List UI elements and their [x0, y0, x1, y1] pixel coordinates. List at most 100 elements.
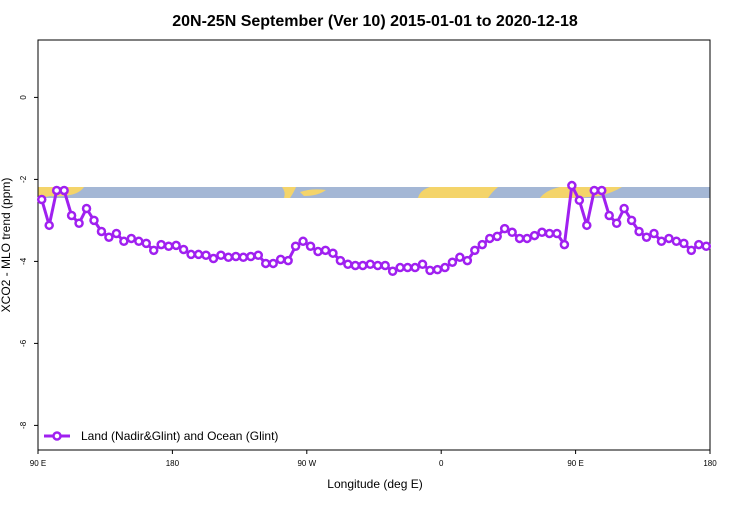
data-point [447, 257, 458, 267]
data-point [216, 250, 226, 260]
y-tick-label: -2 [19, 175, 28, 183]
x-tick-label: 180 [166, 459, 180, 468]
data-point [186, 249, 196, 260]
data-point [686, 245, 697, 256]
data-point [679, 238, 689, 249]
data-point [537, 227, 547, 238]
data-point [582, 220, 592, 231]
data-point [417, 259, 428, 270]
data-point [119, 236, 129, 247]
y-tick-label: -6 [19, 339, 28, 347]
series-line [40, 180, 707, 273]
data-point [201, 250, 211, 260]
data-point [544, 228, 555, 239]
data-point [290, 241, 301, 251]
data-point [634, 226, 644, 237]
data-point [81, 203, 92, 214]
data-point [395, 262, 405, 273]
data-point [260, 258, 271, 269]
land-ocean-strip [38, 187, 710, 198]
data-point [522, 233, 532, 244]
x-axis-label: Longitude (deg E) [327, 477, 422, 491]
data-point [410, 262, 420, 273]
y-tick-label: 0 [19, 95, 28, 100]
y-tick-label: -4 [19, 257, 28, 265]
data-point [268, 258, 278, 269]
data-point [380, 260, 390, 271]
data-point [664, 233, 674, 244]
data-point [649, 228, 659, 239]
data-point [283, 255, 293, 266]
x-tick-label: 0 [439, 459, 444, 468]
data-point [402, 262, 413, 273]
data-point [193, 249, 204, 260]
data-point [694, 239, 704, 250]
data-point [111, 228, 122, 239]
data-point [514, 233, 525, 244]
data-point [66, 210, 77, 221]
x-tick-label: 90 W [297, 459, 316, 468]
data-point [559, 239, 570, 250]
data-point [238, 252, 249, 263]
data-point [148, 245, 159, 256]
data-point [529, 230, 540, 241]
data-point [477, 239, 488, 250]
data-point [335, 255, 346, 266]
data-point [313, 246, 323, 257]
data-point [507, 227, 517, 238]
y-tick-label: -8 [19, 421, 28, 429]
data-point [163, 241, 174, 251]
data-point [492, 231, 502, 242]
data-point [440, 262, 450, 273]
data-point [298, 236, 308, 247]
data-point [253, 250, 264, 260]
data-point [671, 236, 682, 247]
data-point [134, 236, 144, 247]
data-point [231, 251, 241, 262]
x-tick-label: 90 E [30, 459, 46, 468]
y-axis-label: XCO2 - MLO trend (ppm) [0, 178, 13, 313]
data-point [89, 215, 99, 226]
data-point [596, 185, 607, 196]
data-point [51, 185, 62, 196]
data-point [275, 254, 286, 265]
x-tick-label: 180 [703, 459, 717, 468]
data-point [343, 259, 353, 270]
data-point [626, 215, 637, 226]
data-point [619, 203, 629, 214]
data-point [126, 233, 137, 244]
data-point [462, 255, 473, 266]
data-point [178, 244, 189, 255]
data-point [574, 195, 585, 206]
data-point [387, 266, 398, 276]
data-point [36, 194, 47, 205]
data-point [552, 228, 562, 239]
data-point [305, 241, 316, 251]
data-point [141, 238, 152, 249]
data-point [44, 220, 54, 231]
chart-title: 20N-25N September (Ver 10) 2015-01-01 to… [172, 13, 578, 30]
data-point [59, 185, 69, 196]
data-point [611, 218, 622, 229]
data-point [641, 232, 652, 242]
data-point [372, 260, 383, 271]
data-point [96, 226, 107, 237]
data-point [223, 252, 234, 263]
data-point [365, 259, 376, 270]
data-point [246, 251, 256, 262]
data-point [425, 265, 435, 276]
data-point [567, 180, 577, 191]
legend-label: Land (Nadir&Glint) and Ocean (Glint) [81, 429, 278, 443]
x-tick-label: 90 E [567, 459, 583, 468]
data-point [320, 245, 331, 256]
data-point [455, 252, 465, 263]
data-point [589, 185, 600, 196]
data-point [74, 218, 84, 229]
data-point [208, 253, 219, 264]
data-point [701, 241, 712, 251]
data-point [328, 248, 338, 258]
data-point [604, 210, 614, 221]
data-point [104, 232, 114, 242]
data-point [156, 239, 166, 250]
data-point [470, 245, 480, 256]
